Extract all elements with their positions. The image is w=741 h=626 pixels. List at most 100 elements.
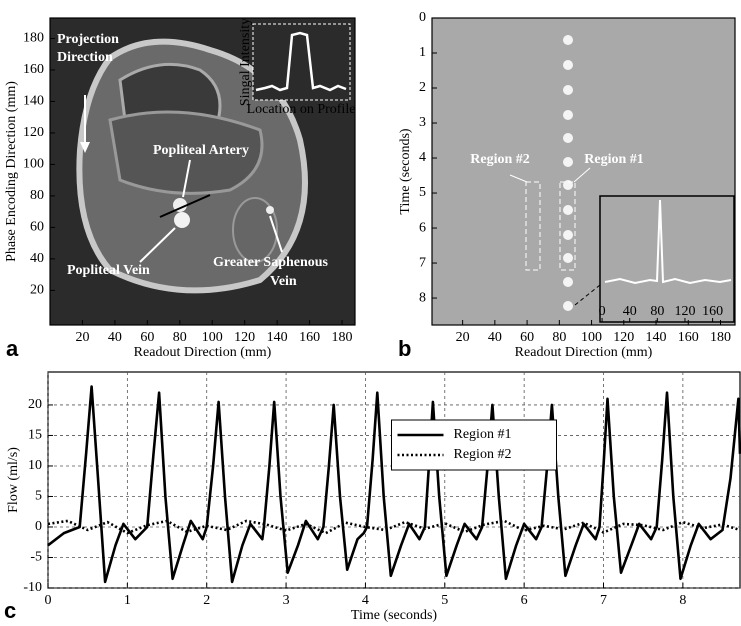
x-tick-label: 180 (710, 330, 731, 345)
x-tick-label: 5 (441, 593, 448, 608)
y-tick-label: -10 (23, 580, 42, 595)
region-2-box (525, 181, 541, 271)
x-tick-label: 140 (267, 330, 288, 345)
x-axis-label: Time (seconds) (351, 608, 438, 623)
dot (563, 110, 573, 120)
legend-label: Region #1 (454, 427, 512, 442)
y-tick-label: 1 (419, 45, 426, 60)
artery-spot (173, 198, 187, 212)
y-tick-label: 80 (30, 188, 44, 203)
inset-profile (255, 31, 347, 92)
x-tick-label: 0 (45, 593, 52, 608)
femur (108, 110, 264, 195)
x-tick-label: 40 (108, 330, 122, 345)
legend-label: Region #2 (454, 447, 512, 462)
y-tick-label: 20 (30, 283, 44, 298)
x-tick-label: 4 (362, 593, 369, 608)
inset-profile (604, 199, 732, 285)
x-tick-label: 180 (332, 330, 353, 345)
saphenous-spot (266, 206, 274, 214)
y-tick-label: 3 (419, 115, 426, 130)
vein-spot (174, 212, 190, 228)
series-line (47, 385, 741, 584)
y-tick-label: 180 (23, 31, 44, 46)
x-tick-label: 40 (488, 330, 502, 345)
dot (563, 230, 573, 240)
x-tick-label: 160 (299, 330, 320, 345)
y-tick-label: 140 (23, 94, 44, 109)
panel-label: a (6, 336, 19, 361)
arrow (182, 159, 191, 198)
y-tick-label: 120 (23, 125, 44, 140)
mri-image (50, 18, 355, 325)
x-tick-label: 60 (520, 330, 534, 345)
y-tick-label: 4 (419, 150, 426, 165)
inset-pointer (574, 284, 601, 306)
x-tick-label: 1 (124, 593, 131, 608)
inset-x-tick-label: 120 (674, 304, 695, 319)
annotation: Region #2 (470, 152, 530, 167)
dot (563, 157, 573, 167)
y-tick-label: 2 (419, 80, 426, 95)
y-tick-label: 100 (23, 157, 44, 172)
x-tick-label: 8 (679, 593, 686, 608)
plot-frame (431, 17, 736, 326)
x-tick-label: 80 (173, 330, 187, 345)
annotation: Projection (57, 32, 119, 47)
region-1-box (559, 181, 576, 271)
y-tick-label: 60 (30, 220, 44, 235)
annotation: Vein (270, 274, 297, 289)
x-tick-label: 160 (678, 330, 699, 345)
x-tick-label: 7 (600, 593, 607, 608)
dot (563, 205, 573, 215)
x-tick-label: 140 (646, 330, 667, 345)
callout (509, 174, 528, 183)
dot (563, 85, 573, 95)
annotation: Region #1 (584, 152, 644, 167)
x-tick-label: 120 (613, 330, 634, 345)
legend-box (391, 419, 557, 471)
inset-x-tick-label: 80 (650, 304, 664, 319)
projection-image (432, 18, 735, 325)
x-tick-label: 20 (456, 330, 470, 345)
inset-x-label: Location on Profile (247, 102, 356, 117)
dot (563, 301, 573, 311)
profile-line (159, 194, 211, 218)
y-tick-label: 0 (419, 10, 426, 25)
y-axis-label: Phase Encoding Direction (mm) (4, 81, 19, 262)
inset-frame (599, 195, 735, 323)
x-tick-label: 100 (202, 330, 223, 345)
arrow (139, 227, 176, 263)
x-tick-label: 6 (521, 593, 528, 608)
x-tick-label: 100 (581, 330, 602, 345)
y-tick-label: 5 (419, 185, 426, 200)
x-tick-label: 80 (552, 330, 566, 345)
dot-column (563, 35, 573, 311)
callout (573, 167, 591, 183)
y-axis-label: Time (seconds) (398, 128, 413, 215)
inset-y-label: Singal Intensity (238, 18, 253, 106)
dot (563, 133, 573, 143)
muscle (232, 197, 278, 263)
x-tick-label: 120 (234, 330, 255, 345)
panel-label: c (4, 598, 16, 623)
x-tick-label: 2 (203, 593, 210, 608)
y-tick-label: 5 (35, 489, 42, 504)
y-axis-label: Flow (ml/s) (6, 447, 21, 513)
arrowhead (80, 142, 90, 153)
annotation: Direction (57, 50, 113, 65)
panel-label: b (398, 336, 411, 361)
y-tick-label: 160 (23, 62, 44, 77)
y-tick-label: 40 (30, 251, 44, 266)
x-tick-label: 20 (75, 330, 89, 345)
y-tick-label: 0 (35, 519, 42, 534)
plot-frame (49, 17, 356, 326)
annotation: Greater Saphenous (213, 255, 329, 270)
series-line (47, 519, 741, 535)
dot (563, 60, 573, 70)
x-tick-label: 3 (283, 593, 290, 608)
dot (563, 35, 573, 45)
annotation: Popliteal Vein (67, 263, 150, 278)
y-tick-label: 15 (28, 428, 42, 443)
